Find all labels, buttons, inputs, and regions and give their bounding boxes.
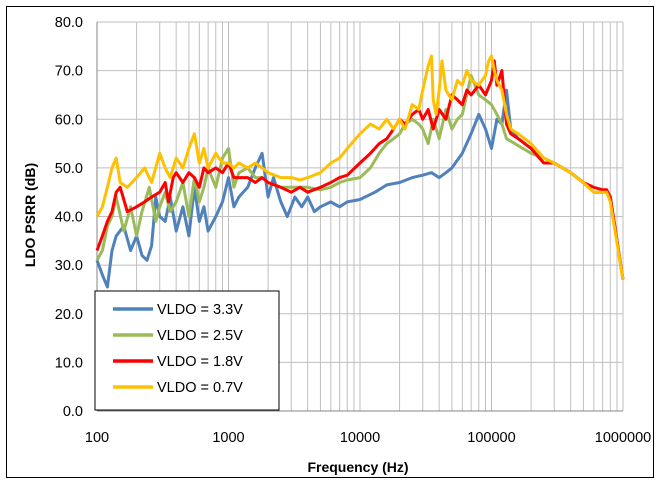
y-tick-label: 70.0 bbox=[55, 64, 83, 80]
series-line-4 bbox=[95, 54, 625, 280]
x-tick-label: 1000000 bbox=[595, 430, 651, 446]
x-tick-label: 10000 bbox=[340, 430, 380, 446]
x-axis-title: Frequency (Hz) bbox=[307, 459, 408, 475]
y-tick-label: 30.0 bbox=[55, 258, 83, 274]
x-axis-ticks: 100 1000 10000 100000 1000000 bbox=[85, 430, 651, 446]
x-tick-label: 1000 bbox=[212, 430, 244, 446]
x-tick-label: 100 bbox=[85, 430, 109, 446]
series-layer bbox=[95, 54, 625, 289]
y-tick-label: 50.0 bbox=[55, 161, 83, 177]
legend-label: VLDO = 3.3V bbox=[157, 302, 243, 318]
legend-label: VLDO = 0.7V bbox=[157, 380, 243, 396]
y-tick-label: 0.0 bbox=[63, 404, 83, 420]
y-tick-label: 20.0 bbox=[55, 307, 83, 323]
legend-label: VLDO = 1.8V bbox=[157, 354, 243, 370]
y-tick-label: 10.0 bbox=[55, 355, 83, 371]
y-axis-ticks: 0.0 10.0 20.0 30.0 40.0 50.0 60.0 70.0 80.0 bbox=[55, 15, 83, 420]
legend: VLDO = 3.3V VLDO = 2.5V VLDO = 1.8V VLDO = … bbox=[94, 290, 280, 411]
y-tick-label: 60.0 bbox=[55, 112, 83, 128]
y-tick-label: 80.0 bbox=[55, 15, 83, 31]
x-tick-label: 100000 bbox=[467, 430, 515, 446]
y-axis-title: LDO PSRR (dB) bbox=[22, 163, 38, 267]
y-tick-label: 40.0 bbox=[55, 210, 83, 226]
legend-box bbox=[94, 290, 280, 411]
series-line-2 bbox=[95, 74, 625, 280]
legend-label: VLDO = 2.5V bbox=[157, 328, 243, 344]
